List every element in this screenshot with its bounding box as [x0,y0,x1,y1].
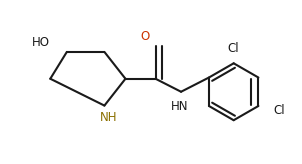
Text: HN: HN [171,100,188,113]
Text: HO: HO [32,36,50,49]
Text: NH: NH [100,111,118,124]
Text: Cl: Cl [274,104,285,117]
Text: Cl: Cl [228,42,239,55]
Text: O: O [140,30,149,43]
